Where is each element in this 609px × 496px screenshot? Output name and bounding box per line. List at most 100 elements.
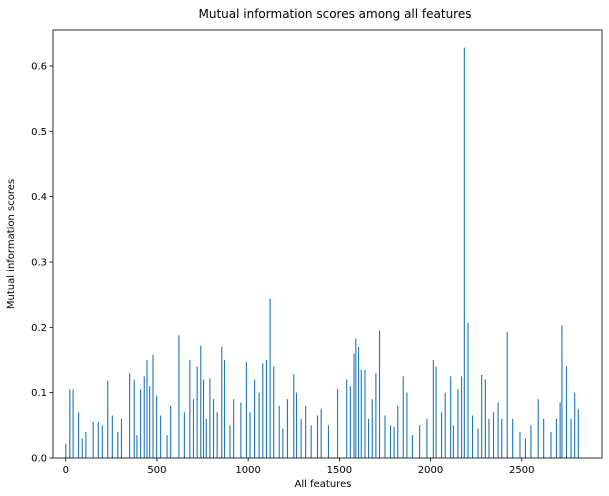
x-tick-label: 500 <box>147 465 166 476</box>
bar <box>550 431 552 458</box>
bar <box>101 425 103 458</box>
x-tick-label: 1500 <box>327 465 352 476</box>
bar <box>295 392 298 458</box>
bar <box>457 389 459 458</box>
bar <box>133 379 135 458</box>
bar <box>216 412 218 458</box>
bar <box>69 389 71 458</box>
bar <box>282 428 284 458</box>
x-axis-label: All features <box>295 479 352 490</box>
bar <box>229 425 231 458</box>
y-tick-label: 0.5 <box>31 127 47 138</box>
bar <box>240 402 242 458</box>
bar <box>196 366 198 458</box>
bar <box>166 435 168 458</box>
bar <box>170 405 172 458</box>
bar <box>393 426 395 458</box>
bar <box>120 418 122 458</box>
bar <box>92 422 94 458</box>
bar <box>378 330 381 458</box>
bar <box>463 47 465 458</box>
bar <box>286 399 288 458</box>
bar <box>450 376 452 458</box>
bar <box>452 425 454 458</box>
bar <box>472 415 474 458</box>
bar <box>221 346 223 458</box>
bars-group <box>65 47 579 458</box>
bar <box>258 392 260 458</box>
bar <box>524 438 526 458</box>
bar <box>368 418 370 458</box>
bar <box>140 389 142 458</box>
bar <box>178 335 180 458</box>
bar <box>561 325 563 458</box>
bar <box>574 392 576 458</box>
bar <box>384 415 386 458</box>
bar <box>310 425 312 458</box>
bar <box>349 386 351 458</box>
bar <box>223 359 226 458</box>
bar <box>269 298 271 458</box>
bar <box>320 408 322 458</box>
bar <box>209 378 211 458</box>
bar <box>205 418 207 458</box>
bar <box>202 379 205 458</box>
x-axis: 0 500 1000 1500 2000 2500 <box>63 458 534 476</box>
bar <box>360 369 362 458</box>
bar <box>537 399 539 458</box>
y-tick-label: 0.0 <box>31 454 47 465</box>
y-tick-label: 0.6 <box>31 61 47 72</box>
bar <box>200 345 202 458</box>
bar <box>492 412 495 458</box>
bar <box>426 418 428 458</box>
bar <box>397 405 399 458</box>
x-tick-label: 1000 <box>235 465 260 476</box>
bar <box>358 346 360 458</box>
bar <box>146 359 148 458</box>
bar <box>519 431 521 458</box>
bar <box>136 435 138 458</box>
bar <box>355 338 357 458</box>
bar <box>506 331 508 458</box>
bar <box>337 388 339 458</box>
bar <box>189 359 191 458</box>
x-tick-label: 2000 <box>418 465 443 476</box>
bar <box>65 443 67 458</box>
bar <box>85 431 87 458</box>
bar <box>432 359 434 458</box>
bar <box>262 363 264 458</box>
bar <box>364 369 366 458</box>
bar <box>484 379 486 458</box>
bar <box>555 418 557 458</box>
bar <box>389 425 392 458</box>
bar <box>481 375 483 458</box>
bar <box>570 418 572 458</box>
bar <box>512 418 514 458</box>
bar <box>213 399 215 458</box>
bar <box>278 405 280 458</box>
bar <box>107 380 109 458</box>
bar <box>254 379 256 458</box>
bar <box>192 399 195 458</box>
bar <box>346 379 348 458</box>
bar <box>293 374 295 458</box>
bar <box>249 412 251 458</box>
bar <box>497 402 499 458</box>
bar <box>543 418 545 458</box>
bar <box>530 425 532 458</box>
x-tick-label: 2500 <box>509 465 534 476</box>
y-tick-label: 0.1 <box>31 388 47 399</box>
y-tick-label: 0.2 <box>31 323 47 334</box>
bar <box>233 399 235 458</box>
bar <box>129 373 131 458</box>
y-axis: 0.0 0.1 0.2 0.3 0.4 0.5 0.6 <box>31 61 53 465</box>
bar <box>72 389 74 458</box>
bar <box>78 412 80 458</box>
bar <box>441 412 443 458</box>
bar <box>577 408 579 458</box>
bar <box>419 425 421 458</box>
bar <box>402 376 404 458</box>
bar <box>327 425 330 458</box>
bar <box>353 353 355 458</box>
